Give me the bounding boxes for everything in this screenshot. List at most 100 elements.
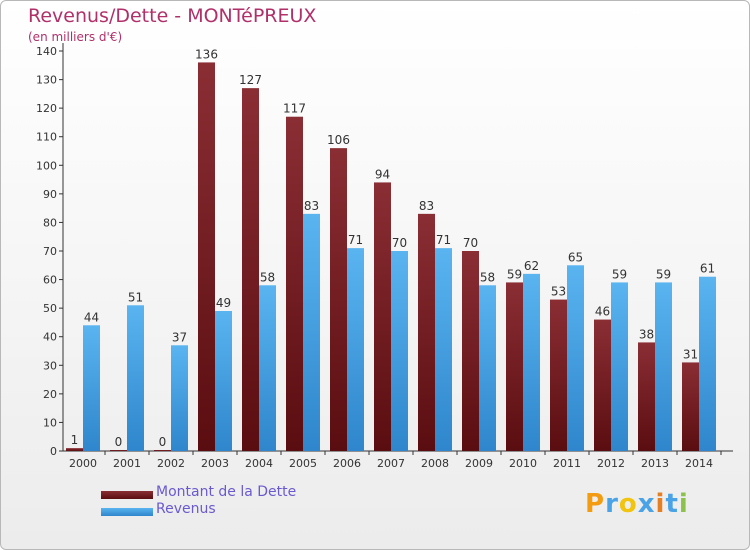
bar-revenue	[567, 265, 584, 451]
y-tick-label: 140	[36, 45, 57, 58]
data-label-revenue: 44	[84, 310, 99, 324]
bar-revenue	[83, 325, 100, 451]
bar-revenue	[611, 282, 628, 451]
logo-letter: o	[618, 489, 638, 519]
y-tick-label: 110	[36, 131, 57, 144]
data-label-debt: 1	[71, 433, 79, 447]
data-label-revenue: 51	[128, 290, 143, 304]
data-label-debt: 0	[159, 435, 167, 449]
x-tick-label: 2002	[157, 457, 185, 470]
x-tick-label: 2013	[641, 457, 669, 470]
data-label-debt: 59	[507, 267, 522, 281]
bar-revenue	[171, 345, 188, 451]
chart-subtitle: (en milliers d'€)	[28, 30, 123, 44]
bar-revenue	[347, 248, 364, 451]
x-tick-label: 2006	[333, 457, 361, 470]
logo-letter: i	[678, 489, 689, 519]
data-label-debt: 38	[639, 327, 654, 341]
legend-label-debt: Montant de la Dette	[156, 484, 297, 500]
legend-label-revenue: Revenus	[156, 501, 216, 517]
bar-debt	[242, 88, 259, 452]
data-label-debt: 136	[195, 47, 218, 61]
y-tick-label: 130	[36, 74, 57, 87]
bar-revenue	[127, 305, 144, 451]
data-label-revenue: 65	[568, 250, 583, 264]
bar-revenue	[391, 251, 408, 451]
bar-revenue	[259, 285, 276, 451]
x-tick-label: 2010	[509, 457, 537, 470]
x-tick-label: 2001	[113, 457, 141, 470]
bar-revenue	[215, 311, 232, 451]
x-tick-label: 2014	[685, 457, 713, 470]
data-label-revenue: 58	[260, 270, 275, 284]
bar-revenue	[699, 276, 716, 451]
bar-debt	[66, 448, 83, 451]
bar-revenue	[523, 273, 540, 451]
logo-letter: P	[585, 489, 606, 519]
y-tick-label: 40	[43, 331, 57, 344]
x-tick-label: 2009	[465, 457, 493, 470]
bar-debt	[374, 182, 391, 451]
bar-revenue	[655, 282, 672, 451]
logo-letter: t	[665, 489, 679, 519]
data-label-debt: 127	[239, 73, 262, 87]
y-tick-label: 80	[43, 216, 57, 229]
data-label-debt: 0	[115, 435, 123, 449]
bar-debt	[154, 450, 171, 451]
y-tick-label: 100	[36, 159, 57, 172]
x-tick-label: 2011	[553, 457, 581, 470]
logo-letter: i	[655, 489, 666, 519]
y-tick-label: 60	[43, 274, 57, 287]
data-label-debt: 53	[551, 285, 566, 299]
bar-debt	[110, 450, 127, 451]
data-label-revenue: 61	[700, 262, 715, 276]
legend-swatch-debt	[101, 491, 153, 499]
bar-revenue	[435, 248, 452, 451]
bar-debt	[550, 299, 567, 451]
proxiti-logo: Proxiti	[585, 489, 689, 519]
y-tick-label: 50	[43, 302, 57, 315]
logo-letter: x	[637, 489, 656, 519]
bar-debt	[682, 362, 699, 451]
data-label-revenue: 59	[656, 267, 671, 281]
x-tick-label: 2008	[421, 457, 449, 470]
bar-debt	[198, 62, 215, 452]
data-label-debt: 83	[419, 199, 434, 213]
data-label-debt: 46	[595, 305, 610, 319]
x-tick-label: 2004	[245, 457, 273, 470]
data-label-revenue: 59	[612, 267, 627, 281]
y-tick-label: 10	[43, 416, 57, 429]
data-label-debt: 106	[327, 133, 350, 147]
data-label-revenue: 71	[348, 233, 363, 247]
data-label-debt: 94	[375, 167, 390, 181]
x-tick-label: 2012	[597, 457, 625, 470]
bar-debt	[594, 319, 611, 451]
bar-revenue	[303, 213, 320, 451]
chart-title: Revenus/Dette - MONTéPREUX	[28, 5, 317, 27]
y-tick-label: 90	[43, 188, 57, 201]
x-tick-label: 2007	[377, 457, 405, 470]
bar-debt	[638, 342, 655, 451]
data-label-debt: 70	[463, 236, 478, 250]
bar-debt	[462, 251, 479, 451]
data-label-revenue: 70	[392, 236, 407, 250]
y-tick-label: 0	[50, 445, 57, 458]
legend-swatch-revenue	[101, 508, 153, 516]
data-label-revenue: 58	[480, 270, 495, 284]
data-label-debt: 31	[683, 347, 698, 361]
data-label-revenue: 37	[172, 330, 187, 344]
data-label-debt: 117	[283, 102, 306, 116]
bar-debt	[286, 116, 303, 451]
data-label-revenue: 62	[524, 259, 539, 273]
data-label-revenue: 71	[436, 233, 451, 247]
x-tick-label: 2005	[289, 457, 317, 470]
bar-revenue	[479, 285, 496, 451]
bar-debt	[330, 148, 347, 451]
y-tick-label: 120	[36, 102, 57, 115]
data-label-revenue: 49	[216, 296, 231, 310]
y-tick-label: 70	[43, 245, 57, 258]
y-tick-label: 20	[43, 388, 57, 401]
x-tick-label: 2003	[201, 457, 229, 470]
